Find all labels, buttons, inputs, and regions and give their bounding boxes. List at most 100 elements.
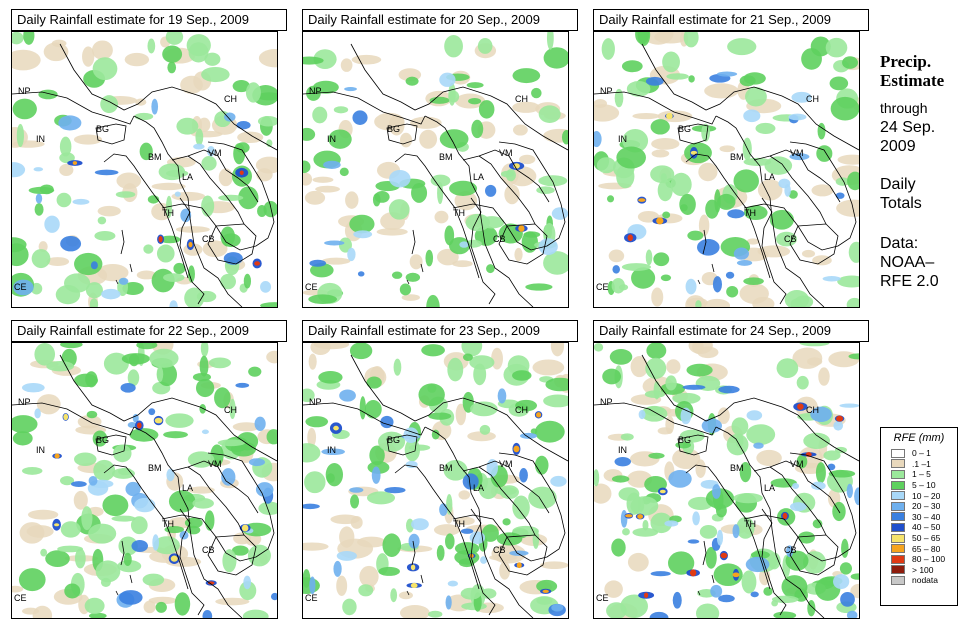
light-rain-patch <box>701 123 711 142</box>
light-rain-patch <box>231 545 249 556</box>
moderate-rain-patch <box>750 591 759 598</box>
intense-rain-patch <box>732 572 740 578</box>
light-rain-patch <box>428 412 452 420</box>
moderate-rain-patch <box>460 528 474 534</box>
light-rain-patch <box>56 192 72 208</box>
country-border <box>120 540 125 566</box>
light-rain-patch <box>471 119 484 139</box>
light-rain-patch <box>463 353 473 362</box>
light-rain-patch <box>201 66 230 83</box>
light-rain-patch <box>523 231 541 238</box>
light-rain-patch <box>536 596 553 605</box>
light-rain-patch <box>784 290 810 307</box>
light-rain-patch <box>828 469 856 478</box>
light-rain-patch <box>303 127 316 141</box>
drizzle-patch <box>46 257 70 266</box>
light-rain-patch <box>366 491 396 505</box>
moderate-rain-patch <box>789 502 807 512</box>
light-rain-patch <box>390 588 398 603</box>
light-rain-patch <box>436 545 445 561</box>
light-rain-patch <box>454 542 480 555</box>
light-rain-patch <box>611 475 630 483</box>
light-rain-patch <box>458 558 475 568</box>
light-rain-patch <box>115 191 136 198</box>
light-rain-patch <box>662 51 680 73</box>
moderate-rain-patch <box>90 261 98 270</box>
light-rain-patch <box>74 452 97 466</box>
light-rain-patch <box>243 273 252 289</box>
light-rain-patch <box>657 179 673 202</box>
drizzle-patch <box>665 415 675 434</box>
drizzle-patch <box>351 54 382 65</box>
country-label: VM <box>790 148 804 158</box>
country-border <box>753 460 841 514</box>
panel-title-23sep: Daily Rainfall estimate for 23 Sep., 200… <box>302 320 578 342</box>
light-rain-patch <box>763 586 773 596</box>
drizzle-patch <box>218 168 233 187</box>
light-rain-patch <box>478 100 495 119</box>
moderate-rain-patch <box>672 591 682 609</box>
light-rain-patch <box>829 76 849 91</box>
legend-label: > 100 <box>912 564 934 575</box>
moderate-rain-patch <box>118 277 129 285</box>
light-rain-patch <box>117 560 142 573</box>
country-border <box>697 590 701 596</box>
light-rain-patch <box>418 383 445 407</box>
drizzle-patch <box>514 247 523 262</box>
light-rain-patch <box>515 399 538 412</box>
light-rain-patch <box>743 205 768 221</box>
light-rain-patch <box>788 190 798 199</box>
drizzle-patch <box>651 138 680 150</box>
light-rain-patch <box>823 450 841 461</box>
light-rain-patch <box>622 528 630 536</box>
country-border <box>743 452 857 562</box>
moderate-rain-patch <box>716 71 738 77</box>
light-rain-patch <box>142 573 165 586</box>
data-source-label: Data: NOAA– RFE 2.0 <box>880 234 939 291</box>
light-rain-patch <box>616 146 646 169</box>
intense-rain-patch <box>720 552 728 559</box>
legend-swatch <box>891 448 905 458</box>
light-rain-patch <box>313 49 337 69</box>
light-rain-patch <box>705 199 719 219</box>
legend-row: 1 – 5 <box>881 469 957 480</box>
country-label: IN <box>36 445 45 455</box>
country-border <box>753 149 841 203</box>
legend-row: 0 – 1 <box>881 448 957 459</box>
country-label: CB <box>784 545 797 555</box>
light-rain-patch <box>717 193 736 210</box>
country-border <box>394 153 480 279</box>
moderate-rain-patch <box>459 241 469 248</box>
intense-rain-patch <box>689 569 697 577</box>
intense-rain-patch <box>666 112 673 120</box>
light-rain-patch <box>350 494 360 509</box>
drizzle-patch <box>51 39 67 48</box>
intense-rain-patch <box>656 217 664 225</box>
light-rain-patch <box>743 157 772 166</box>
moderate-rain-patch <box>822 276 841 282</box>
light-rain-patch <box>825 37 848 58</box>
drizzle-patch <box>812 255 832 266</box>
moderate-rain-patch <box>411 518 429 531</box>
country-label: CH <box>224 405 237 415</box>
moderate-rain-patch <box>846 610 858 618</box>
country-border <box>187 466 245 536</box>
light-rain-patch <box>136 343 158 350</box>
country-border <box>129 263 133 273</box>
light-rain-patch <box>333 106 349 114</box>
light-rain-patch <box>74 252 103 276</box>
moderate-rain-patch <box>132 413 139 423</box>
light-rain-patch <box>430 174 451 187</box>
light-rain-patch <box>534 420 565 443</box>
drizzle-patch <box>452 260 473 268</box>
country-border <box>161 141 275 251</box>
country-border <box>133 115 243 307</box>
drizzle-patch <box>26 525 54 538</box>
country-label: NP <box>309 86 322 96</box>
light-rain-patch <box>59 136 72 157</box>
daily-line-1: Daily <box>880 176 916 193</box>
light-rain-patch <box>834 446 847 454</box>
moderate-rain-patch <box>119 590 143 605</box>
light-rain-patch <box>773 611 797 618</box>
